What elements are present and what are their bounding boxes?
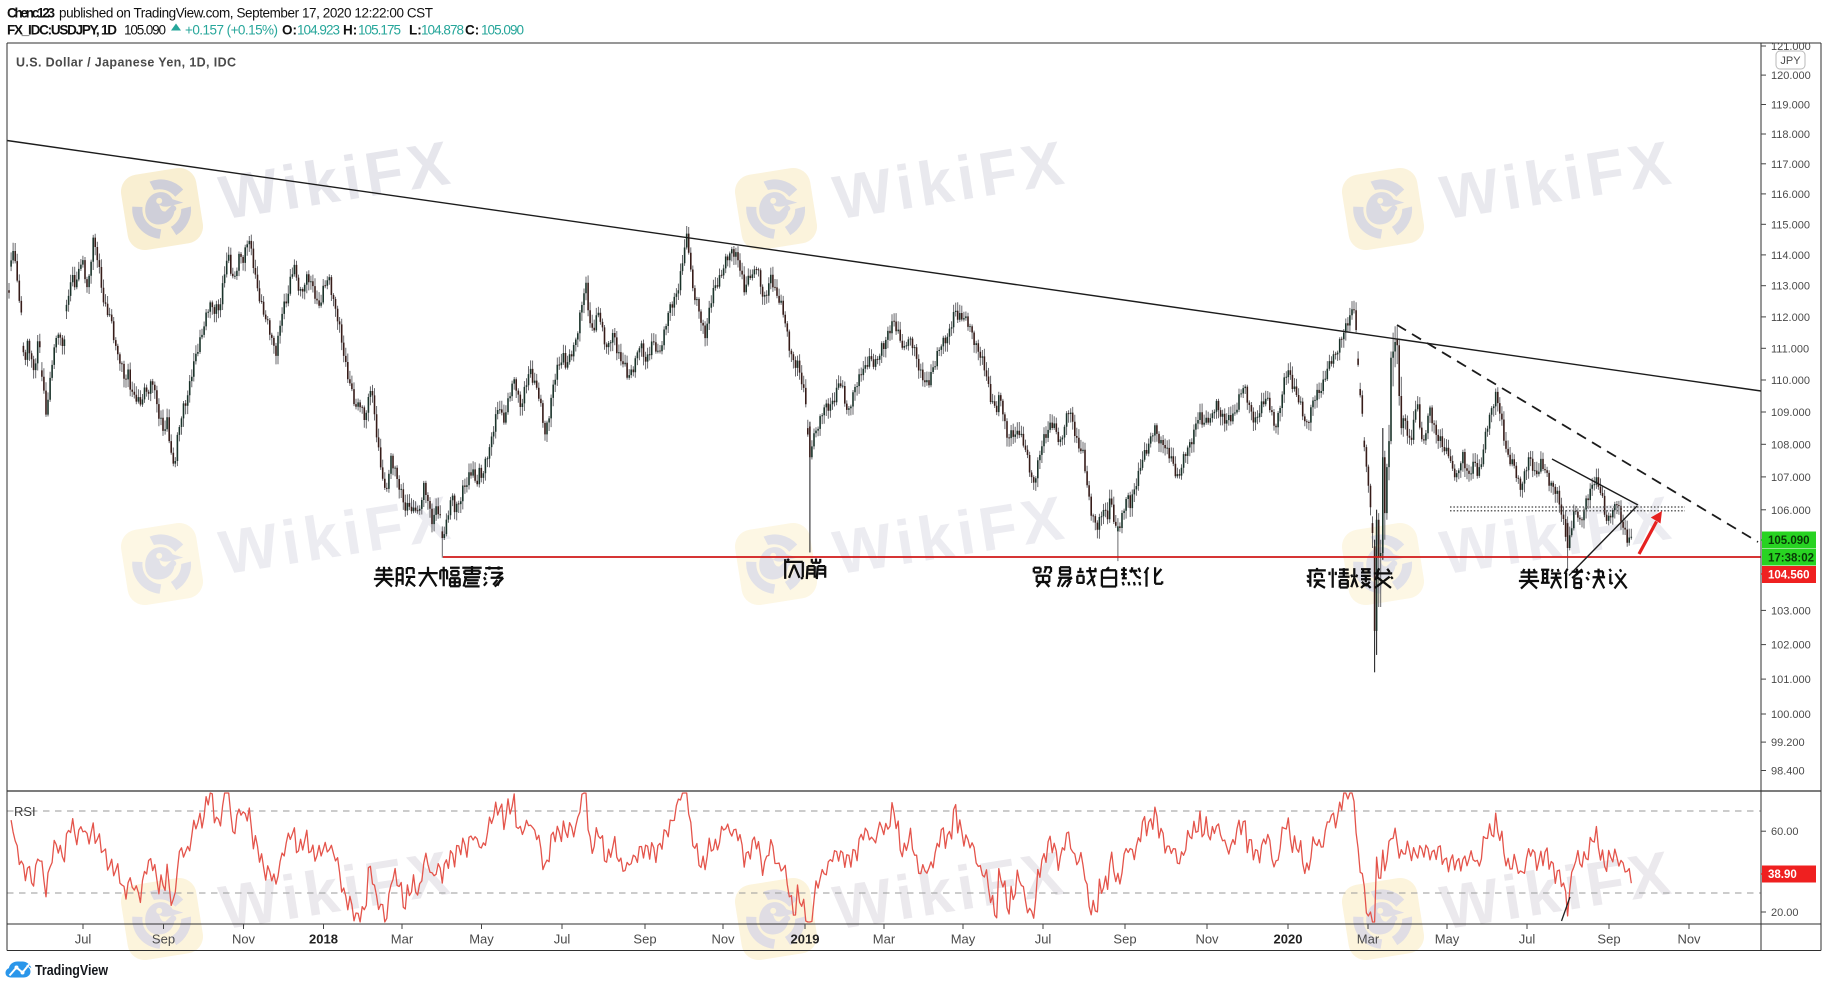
svg-text:38.90: 38.90	[1768, 869, 1797, 881]
svg-text:Nov: Nov	[711, 932, 735, 947]
svg-text:104.878: 104.878	[421, 23, 464, 38]
svg-text:Sep: Sep	[633, 932, 656, 947]
svg-text:119.000: 119.000	[1771, 100, 1810, 112]
svg-text:Nov: Nov	[232, 932, 256, 947]
svg-text:105.175: 105.175	[358, 23, 401, 38]
svg-text:105.090: 105.090	[481, 23, 524, 38]
svg-text:Chenc123: Chenc123	[7, 6, 55, 21]
svg-text:116.000: 116.000	[1771, 189, 1810, 201]
svg-text:Jul: Jul	[75, 932, 92, 947]
svg-text:120.000: 120.000	[1771, 70, 1811, 82]
svg-text:106.000: 106.000	[1771, 505, 1811, 517]
svg-text:60.00: 60.00	[1771, 826, 1799, 838]
svg-text:118.000: 118.000	[1771, 129, 1810, 141]
svg-text:112.000: 112.000	[1771, 312, 1810, 324]
svg-text:Nov: Nov	[1677, 932, 1701, 947]
svg-text:117.000: 117.000	[1771, 159, 1810, 171]
svg-text:FX_IDC:USDJPY, 1D: FX_IDC:USDJPY, 1D	[7, 23, 117, 38]
svg-text:May: May	[1435, 932, 1460, 947]
svg-text:98.400: 98.400	[1771, 766, 1805, 778]
svg-text:RSI: RSI	[14, 804, 36, 819]
svg-text:100.000: 100.000	[1771, 709, 1811, 721]
svg-text:H:: H:	[343, 23, 357, 38]
svg-text:Jul: Jul	[1035, 932, 1052, 947]
svg-text:2019: 2019	[791, 932, 820, 947]
svg-text:TradingView: TradingView	[35, 962, 108, 979]
svg-text:2020: 2020	[1274, 932, 1303, 947]
svg-text:20.00: 20.00	[1771, 907, 1799, 919]
svg-text:107.000: 107.000	[1771, 472, 1811, 484]
svg-text:+0.157 (+0.15%): +0.157 (+0.15%)	[185, 23, 278, 38]
svg-text:2018: 2018	[309, 932, 338, 947]
svg-text:108.000: 108.000	[1771, 439, 1811, 451]
svg-text:Nov: Nov	[1195, 932, 1219, 947]
svg-text:U.S. Dollar / Japanese Yen, 1D: U.S. Dollar / Japanese Yen, 1D, IDC	[16, 56, 236, 70]
svg-text:104.560: 104.560	[1768, 570, 1810, 582]
svg-text:115.000: 115.000	[1771, 219, 1810, 231]
svg-text:Sep: Sep	[1113, 932, 1136, 947]
svg-text:Mar: Mar	[873, 932, 896, 947]
svg-text:Sep: Sep	[1597, 932, 1620, 947]
svg-text:May: May	[469, 932, 494, 947]
svg-text:Mar: Mar	[391, 932, 414, 947]
svg-text:102.000: 102.000	[1771, 640, 1811, 652]
svg-text:JPY: JPY	[1780, 55, 1801, 67]
svg-text:Jul: Jul	[554, 932, 571, 947]
svg-text:111.000: 111.000	[1771, 343, 1809, 355]
svg-text:May: May	[951, 932, 976, 947]
svg-text:C:: C:	[465, 23, 479, 38]
svg-text:114.000: 114.000	[1771, 250, 1810, 262]
svg-text:104.923: 104.923	[297, 23, 340, 38]
svg-text:110.000: 110.000	[1771, 375, 1810, 387]
svg-text:109.000: 109.000	[1771, 407, 1811, 419]
svg-text:17:38:02: 17:38:02	[1768, 553, 1814, 565]
svg-text:105.090: 105.090	[124, 23, 166, 38]
svg-text:published on TradingView.com,: published on TradingView.com, September …	[59, 6, 433, 21]
svg-text:121.000: 121.000	[1771, 41, 1811, 53]
svg-text:L:: L:	[409, 23, 422, 38]
svg-text:Mar: Mar	[1357, 932, 1380, 947]
svg-text:101.000: 101.000	[1771, 674, 1811, 686]
svg-text:Sep: Sep	[152, 932, 175, 947]
svg-text:99.200: 99.200	[1771, 737, 1805, 749]
svg-text:113.000: 113.000	[1771, 281, 1810, 293]
svg-text:Jul: Jul	[1519, 932, 1536, 947]
svg-text:103.000: 103.000	[1771, 605, 1811, 617]
svg-text:O:: O:	[282, 23, 297, 38]
svg-text:105.090: 105.090	[1768, 535, 1810, 547]
